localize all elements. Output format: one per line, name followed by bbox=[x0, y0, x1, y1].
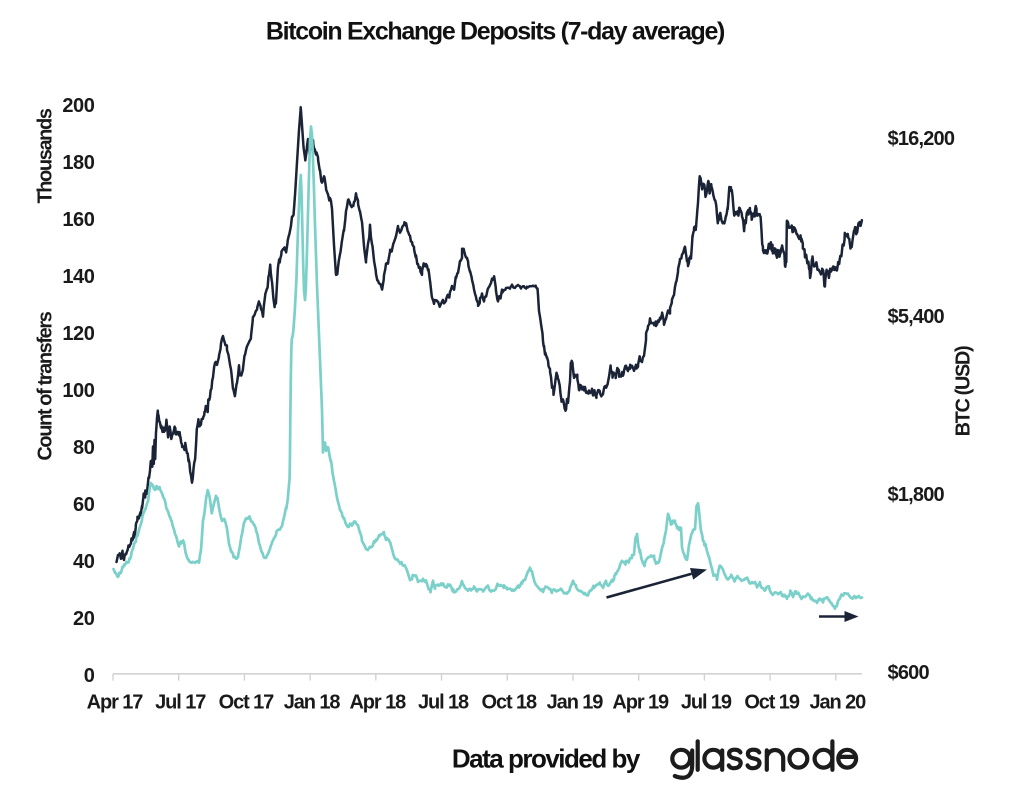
svg-text:Jan 20: Jan 20 bbox=[809, 691, 866, 713]
svg-text:200: 200 bbox=[62, 95, 94, 117]
svg-text:180: 180 bbox=[62, 152, 94, 174]
svg-text:Bitcoin Exchange Deposits (7-d: Bitcoin Exchange Deposits (7-day average… bbox=[266, 17, 725, 45]
svg-text:100: 100 bbox=[62, 380, 94, 402]
svg-text:Apr 17: Apr 17 bbox=[87, 691, 144, 713]
svg-text:Oct 17: Oct 17 bbox=[219, 691, 275, 713]
svg-text:$1,800: $1,800 bbox=[888, 484, 945, 506]
svg-text:Apr 19: Apr 19 bbox=[612, 691, 669, 713]
svg-text:Count of transfers: Count of transfers bbox=[35, 311, 57, 460]
svg-text:160: 160 bbox=[62, 209, 94, 231]
svg-text:Jul 19: Jul 19 bbox=[681, 691, 732, 713]
svg-text:Oct 19: Oct 19 bbox=[744, 691, 800, 713]
svg-text:$600: $600 bbox=[888, 662, 930, 684]
svg-text:Data provided by: Data provided by bbox=[452, 743, 641, 773]
svg-text:$16,200: $16,200 bbox=[888, 128, 955, 150]
svg-text:Jan 18: Jan 18 bbox=[284, 691, 341, 713]
svg-text:40: 40 bbox=[73, 551, 95, 573]
svg-text:Jul 17: Jul 17 bbox=[155, 691, 206, 713]
svg-text:80: 80 bbox=[73, 437, 95, 459]
svg-text:0: 0 bbox=[84, 665, 95, 687]
svg-text:140: 140 bbox=[62, 266, 94, 288]
svg-text:Jul 18: Jul 18 bbox=[418, 691, 469, 713]
svg-text:Jan 19: Jan 19 bbox=[547, 691, 604, 713]
svg-text:Oct 18: Oct 18 bbox=[482, 691, 538, 713]
svg-text:20: 20 bbox=[73, 608, 95, 630]
svg-text:60: 60 bbox=[73, 494, 95, 516]
svg-text:Apr 18: Apr 18 bbox=[349, 691, 406, 713]
svg-text:Thousands: Thousands bbox=[35, 108, 57, 203]
svg-text:120: 120 bbox=[62, 323, 94, 345]
svg-text:BTC (USD): BTC (USD) bbox=[953, 346, 975, 436]
svg-text:$5,400: $5,400 bbox=[888, 306, 945, 328]
